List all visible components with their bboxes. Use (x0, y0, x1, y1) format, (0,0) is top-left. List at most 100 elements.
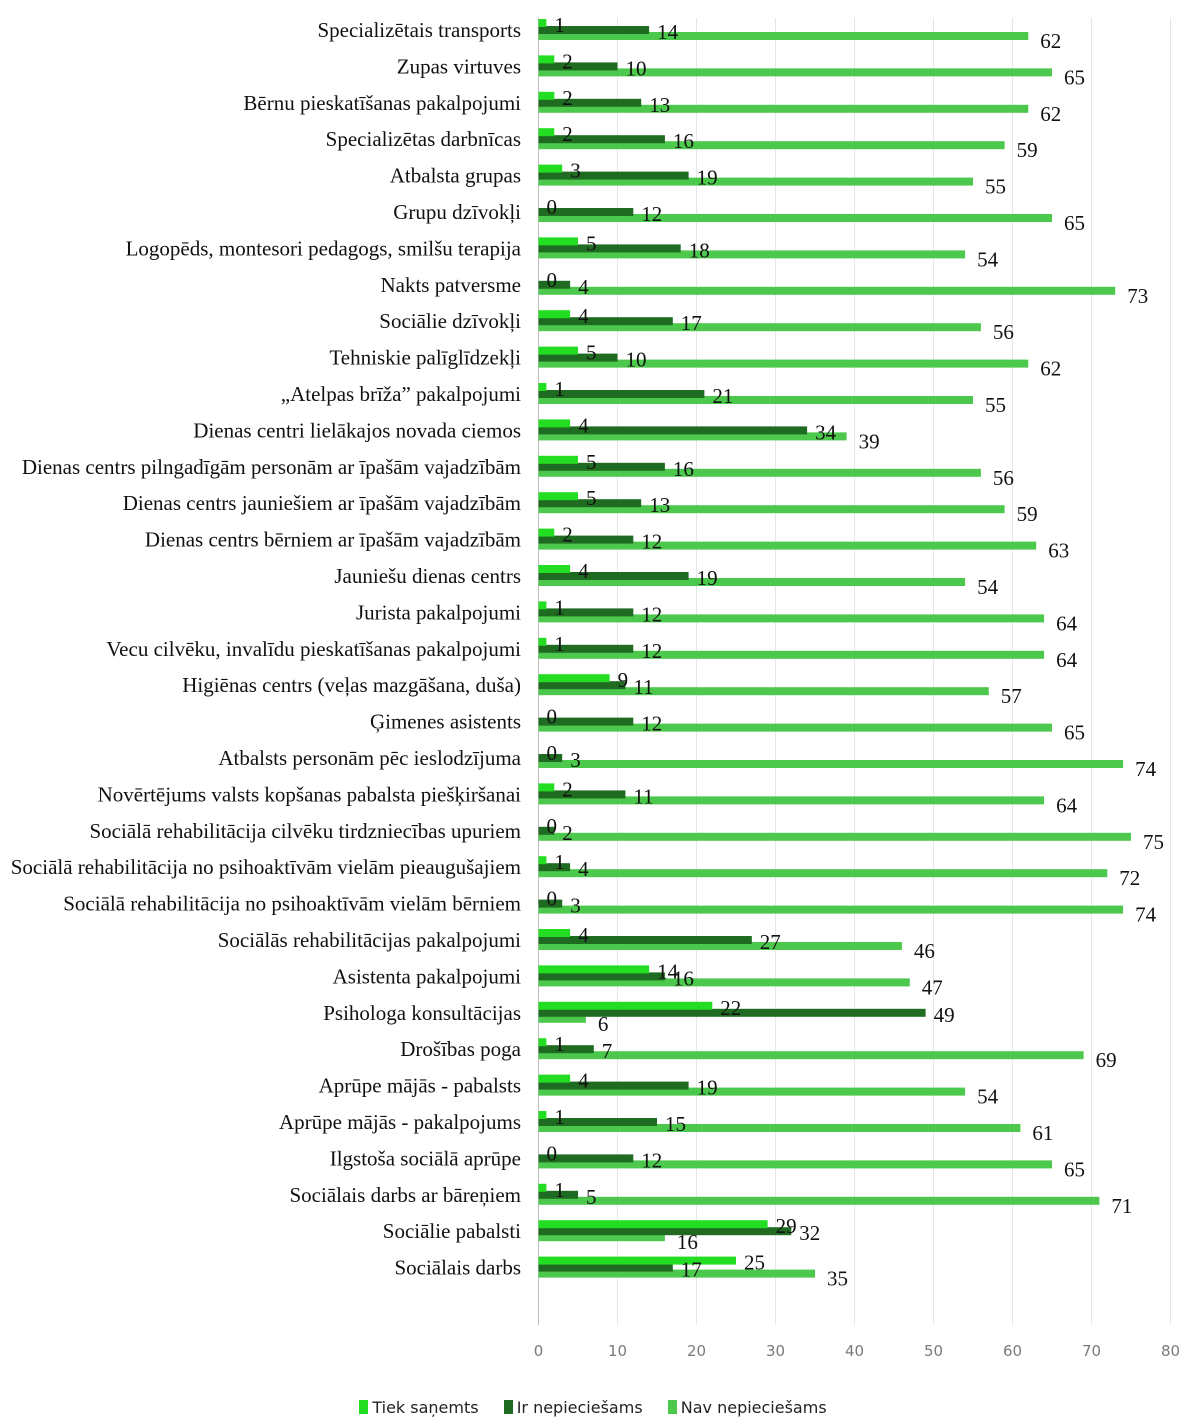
bar-nav-nepieciesams (538, 505, 1005, 514)
bar-ir-nepieciesams (538, 244, 681, 253)
data-label: 22 (720, 996, 741, 1020)
bar-nav-nepieciesams (538, 32, 1029, 40)
data-label: 56 (993, 466, 1014, 490)
bar-ir-nepieciesams (538, 135, 665, 144)
category-label: Aprūpe mājās - pabalsts (319, 1074, 521, 1098)
bar-tiek-sanemts (538, 674, 610, 683)
bar-tiek-sanemts (538, 55, 555, 64)
bar-nav-nepieciesams (538, 687, 989, 696)
category-label: Tehniskie palīglīdzekļi (329, 346, 521, 370)
bar-nav-nepieciesams (538, 1269, 815, 1278)
data-label: 5 (586, 1185, 597, 1209)
legend-label-nav-nepieciesams: Nav nepieciešams (680, 1398, 827, 1417)
bar-ir-nepieciesams (538, 1190, 578, 1199)
data-label: 21 (712, 384, 733, 408)
data-label: 5 (586, 450, 597, 474)
bar-ir-nepieciesams (538, 644, 634, 653)
data-label: 59 (1017, 502, 1038, 526)
data-label: 14 (657, 959, 679, 983)
data-label: 65 (1064, 65, 1085, 89)
data-label: 6 (598, 1012, 609, 1036)
x-tick-label: 60 (1003, 1342, 1022, 1360)
bar-ir-nepieciesams (538, 1263, 673, 1272)
data-label: 0 (547, 887, 558, 911)
data-label: 74 (1135, 903, 1157, 927)
category-label: Sociālais darbs (394, 1256, 521, 1280)
data-label: 11 (633, 784, 653, 808)
x-tick-label: 40 (845, 1342, 864, 1360)
data-label: 3 (570, 894, 581, 918)
bar-tiek-sanemts (538, 346, 578, 355)
bar-nav-nepieciesams (538, 1233, 665, 1242)
data-label: 62 (1040, 29, 1061, 53)
bar-ir-nepieciesams (538, 790, 626, 799)
bar-tiek-sanemts (538, 1220, 768, 1229)
category-label: Zupas virtuves (397, 54, 521, 78)
data-label: 1 (554, 13, 565, 37)
data-label: 64 (1056, 648, 1078, 672)
data-label: 3 (570, 159, 581, 183)
data-label: 12 (641, 530, 662, 554)
category-label: Sociālie pabalsti (383, 1219, 521, 1243)
data-label: 2 (562, 777, 573, 801)
x-tick-label: 30 (766, 1342, 785, 1360)
bar-nav-nepieciesams (538, 650, 1045, 659)
legend-swatch-ir-nepieciesams (503, 1400, 513, 1414)
category-label: Nakts patversme (380, 273, 521, 297)
bar-ir-nepieciesams (538, 98, 642, 107)
bar-nav-nepieciesams (538, 286, 1116, 295)
bar-nav-nepieciesams (538, 578, 966, 586)
bars (538, 19, 1131, 1278)
bar-tiek-sanemts (538, 310, 571, 319)
bar-nav-nepieciesams (538, 614, 1045, 623)
category-label: Grupu dzīvokļi (393, 200, 521, 224)
x-tick-label: 80 (1161, 1342, 1180, 1360)
data-label: 12 (641, 712, 662, 736)
data-label: 65 (1064, 211, 1085, 235)
category-label: Atbalsts personām pēc ieslodzījuma (218, 746, 521, 770)
data-label: 1 (554, 1178, 565, 1202)
bar-ir-nepieciesams (538, 208, 634, 216)
data-label: 7 (602, 1039, 613, 1063)
category-label: Sociālā rehabilitācija cilvēku tirdzniec… (90, 819, 522, 843)
data-label: 4 (578, 857, 589, 881)
data-label: 5 (586, 231, 597, 255)
bar-nav-nepieciesams (538, 141, 1005, 150)
bar-ir-nepieciesams (538, 1118, 657, 1126)
data-label: 1 (554, 1032, 565, 1056)
category-label: Sociālā rehabilitācija no psihoaktīvām v… (63, 892, 521, 916)
bar-ir-nepieciesams (538, 572, 689, 580)
bar-tiek-sanemts (538, 383, 547, 391)
legend-label-ir-nepieciesams: Ir nepieciešams (516, 1398, 643, 1417)
bar-nav-nepieciesams (538, 869, 1108, 878)
bar-nav-nepieciesams (538, 177, 973, 186)
data-label: 1 (554, 850, 565, 874)
data-label: 4 (578, 923, 589, 947)
bar-nav-nepieciesams (538, 1014, 586, 1023)
bar-tiek-sanemts (538, 1183, 547, 1192)
bar-tiek-sanemts (538, 128, 555, 137)
data-label: 4 (578, 559, 589, 583)
data-label: 17 (681, 311, 702, 335)
bar-tiek-sanemts (538, 492, 578, 501)
category-label: Logopēds, montesori pedagogs, smilšu ter… (126, 236, 522, 260)
data-label: 75 (1143, 830, 1164, 854)
bar-ir-nepieciesams (538, 972, 665, 981)
data-label: 27 (760, 930, 781, 954)
category-label: Dienas centrs bērniem ar īpašām vajadzīb… (145, 528, 521, 552)
data-label: 3 (570, 748, 581, 772)
bar-tiek-sanemts (538, 237, 578, 246)
bar-tiek-sanemts (538, 637, 547, 646)
data-label: 16 (673, 457, 694, 481)
category-label: Asistenta pakalpojumi (333, 964, 522, 988)
bar-nav-nepieciesams (538, 942, 902, 950)
category-label: Dienas centrs jauniešiem ar īpašām vajad… (123, 491, 521, 515)
bar-nav-nepieciesams (538, 214, 1052, 222)
data-label: 16 (677, 1230, 698, 1254)
bar-tiek-sanemts (538, 1111, 547, 1119)
legend-item-nav-nepieciesams: Nav nepieciešams (667, 1398, 827, 1417)
bar-nav-nepieciesams (538, 1160, 1052, 1169)
data-label: 12 (641, 1148, 662, 1172)
